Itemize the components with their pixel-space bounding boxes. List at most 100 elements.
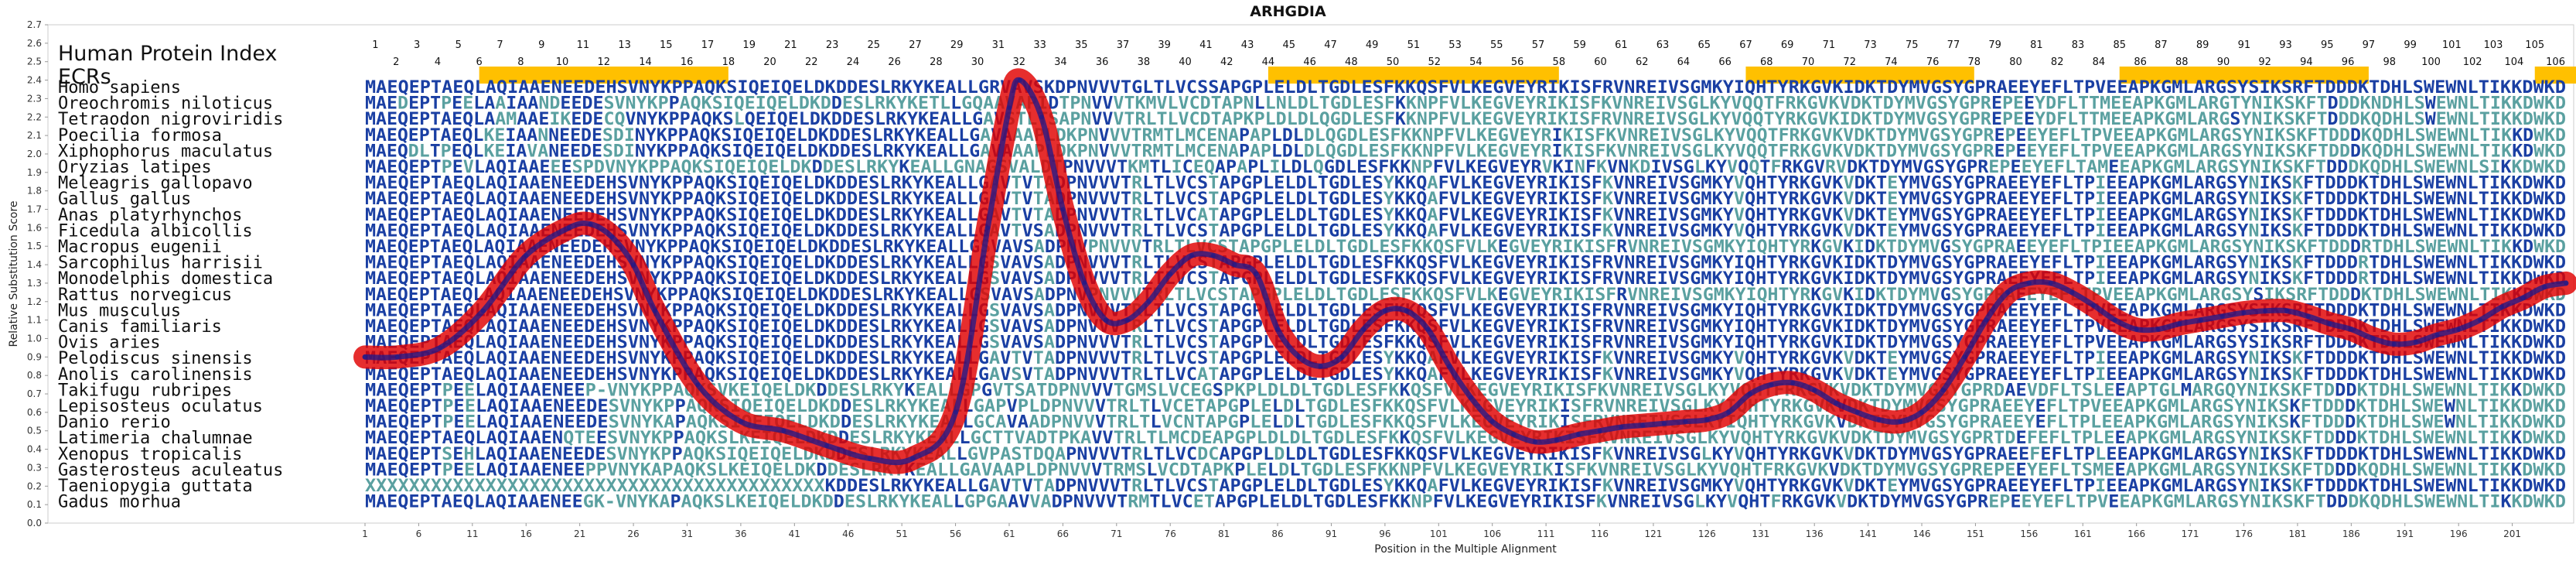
residue-run: W <box>2445 397 2456 416</box>
residue-run: IKS <box>2260 174 2292 193</box>
residue-run: YDFLTTMEEAPKGMLARGTYNIKSKFT <box>2035 94 2328 114</box>
residue-run: TGDLESFKKNPFVLKEGVEYRIK <box>1301 460 1554 480</box>
curve-point <box>1124 317 1130 323</box>
residue-run: D <box>397 94 408 114</box>
residue-run: L <box>1701 445 1711 464</box>
residue-run: E <box>452 158 463 177</box>
human-index-number: 87 <box>2155 39 2168 51</box>
human-index-number: 37 <box>1117 39 1130 51</box>
residue-run: R <box>1131 269 1143 289</box>
curve-point <box>1876 417 1882 422</box>
human-index-number: 3 <box>414 39 420 51</box>
residue-run: EEAPKGMLARGSY <box>2106 254 2249 273</box>
residue-run: LA <box>473 94 495 114</box>
residue-run: LDL <box>1271 142 1304 161</box>
residue-run: EQL <box>452 142 484 161</box>
x-tick-label: 141 <box>1859 529 1877 539</box>
residue-run: VNREIVSGMKY <box>1613 349 1735 368</box>
residue-run: K <box>1400 429 1411 448</box>
curve-point <box>1940 388 1946 393</box>
species-label: Gallus gallus <box>58 190 191 209</box>
human-index-number: 85 <box>2113 39 2126 51</box>
residue-run: P <box>441 142 452 161</box>
residue-run: DWKD <box>2522 381 2566 400</box>
residue-run: W <box>2445 413 2456 433</box>
human-index-number: 66 <box>1718 56 1732 68</box>
y-tick-label: 2.3 <box>27 93 42 104</box>
residue-run: LTLVCS <box>1142 317 1208 337</box>
residue-run: I <box>2095 254 2106 273</box>
curve-point <box>2155 327 2161 332</box>
residue-run: EAPKGMLARGSYNIKSKFT <box>2119 493 2326 512</box>
residue-run: ET <box>1193 493 1215 512</box>
y-tick-label: 2.5 <box>27 56 42 67</box>
residue-run: T <box>1208 334 1219 353</box>
curve-point <box>1339 354 1345 360</box>
residue-run: TRLT <box>1106 397 1150 416</box>
x-tick-label: 101 <box>1430 529 1448 539</box>
human-index-number: 8 <box>517 56 524 68</box>
residue-run: E <box>2016 126 2027 145</box>
curve-point <box>2520 296 2526 301</box>
residue-run: AAE <box>517 110 549 129</box>
residue-run: SDI <box>602 126 635 145</box>
residue-run: LTLVC <box>1142 206 1197 225</box>
residue-run: QHTYRKGVK <box>1745 221 1844 241</box>
curve-point <box>1854 409 1860 415</box>
residue-run: MAEQEPTAEQLAQIAAENEEDEHSVNYKPPAQKSIQEIQE… <box>365 269 989 289</box>
residue-run: K <box>1596 493 1608 512</box>
curve-point <box>524 253 529 258</box>
residue-run: VAVS <box>1000 254 1044 273</box>
residue-run: Y <box>1384 365 1395 385</box>
residue-run: R <box>1131 365 1143 385</box>
residue-run: PNVVVT <box>1063 158 1128 177</box>
human-index-number: 91 <box>2238 39 2251 51</box>
human-index-number: 19 <box>742 39 756 51</box>
residue-run: D <box>841 397 851 416</box>
human-index-number: 18 <box>722 56 735 68</box>
human-index-number: 9 <box>538 39 544 51</box>
residue-run: E <box>1887 174 1898 193</box>
residue-run: DPNVVVT <box>1052 493 1128 512</box>
curve-point <box>2434 332 2440 337</box>
residue-run: KTDYMV <box>1875 286 1940 305</box>
residue-run: DD <box>2326 158 2348 177</box>
residue-run: VA <box>527 142 548 161</box>
residue-run: P <box>442 413 453 433</box>
residue-run: R <box>1131 477 1143 496</box>
residue-run: S <box>989 317 1000 337</box>
residue-run: V <box>1000 349 1011 368</box>
residue-run: T <box>1759 158 1770 177</box>
residue-run: E <box>453 381 464 400</box>
human-index-number: 73 <box>1864 39 1877 51</box>
sequence-row: MAEQEPTAEQLAQIAAENEE GK-VNYKA PAQKSLKEIQEL… <box>365 493 2566 512</box>
curve-point <box>1146 299 1152 304</box>
x-tick-label: 71 <box>1111 529 1122 539</box>
human-index-number: 99 <box>2404 39 2417 51</box>
x-tick-label: 161 <box>2074 529 2092 539</box>
residue-run: LTLVCS <box>1142 174 1208 193</box>
curve-point <box>1296 354 1302 360</box>
residue-run: D <box>2350 238 2361 257</box>
y-tick-label: 1.6 <box>27 222 42 233</box>
residue-run: MAEQEPTAEQLAQIAAENEE <box>365 493 583 512</box>
residue-run: T <box>1011 221 1022 241</box>
residue-run: D <box>831 94 842 114</box>
residue-run: AM <box>495 110 517 129</box>
residue-run: VVTRMTLMCENA <box>1110 126 1239 145</box>
curve-point <box>1984 317 1989 323</box>
species-label: Macropus eugenii <box>58 238 222 257</box>
residue-run: S <box>442 445 452 464</box>
x-tick-label: 31 <box>681 529 693 539</box>
residue-run: MAEQEPTAEQLAQIAAENEEDEHSVNYKPPAQKSIQEIQE… <box>365 238 980 257</box>
residue-run: KTDHLSWE <box>2356 397 2444 416</box>
human-index-number: 103 <box>2484 39 2503 51</box>
residue-run: QHT <box>1738 493 1770 512</box>
residue-run: I <box>1269 158 1280 177</box>
curve-point <box>1082 280 1087 286</box>
human-index-number: 21 <box>784 39 797 51</box>
residue-run: E <box>453 413 464 433</box>
residue-run: E <box>2024 94 2035 114</box>
residue-run: K <box>1602 349 1614 368</box>
